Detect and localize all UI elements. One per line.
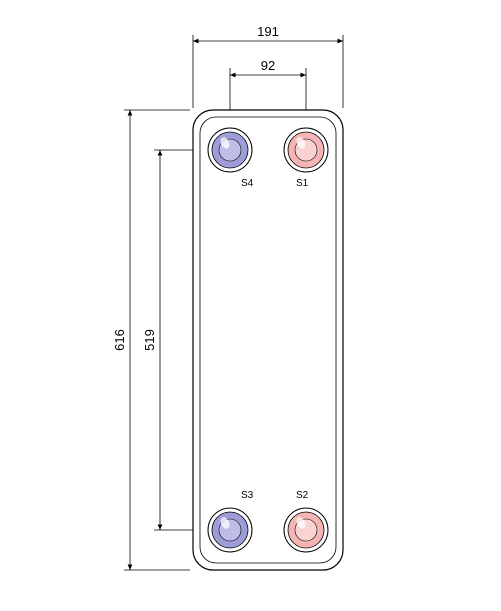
port-s1	[284, 128, 328, 172]
label-s1: S1	[296, 178, 309, 189]
label-s3: S3	[241, 490, 254, 501]
port-s2	[284, 508, 328, 552]
dim-width-total-value: 191	[257, 24, 279, 39]
dim-port-spacing-v-value: 519	[142, 329, 157, 351]
label-s4: S4	[241, 178, 254, 189]
label-s2: S2	[296, 490, 309, 501]
port-s3	[208, 508, 252, 552]
body-inner	[200, 117, 336, 563]
dim-port-spacing-h-value: 92	[261, 58, 275, 73]
dim-height-total-value: 616	[112, 329, 127, 351]
heat-exchanger-diagram: 191 92 616 519	[0, 0, 501, 611]
port-s4	[208, 128, 252, 172]
